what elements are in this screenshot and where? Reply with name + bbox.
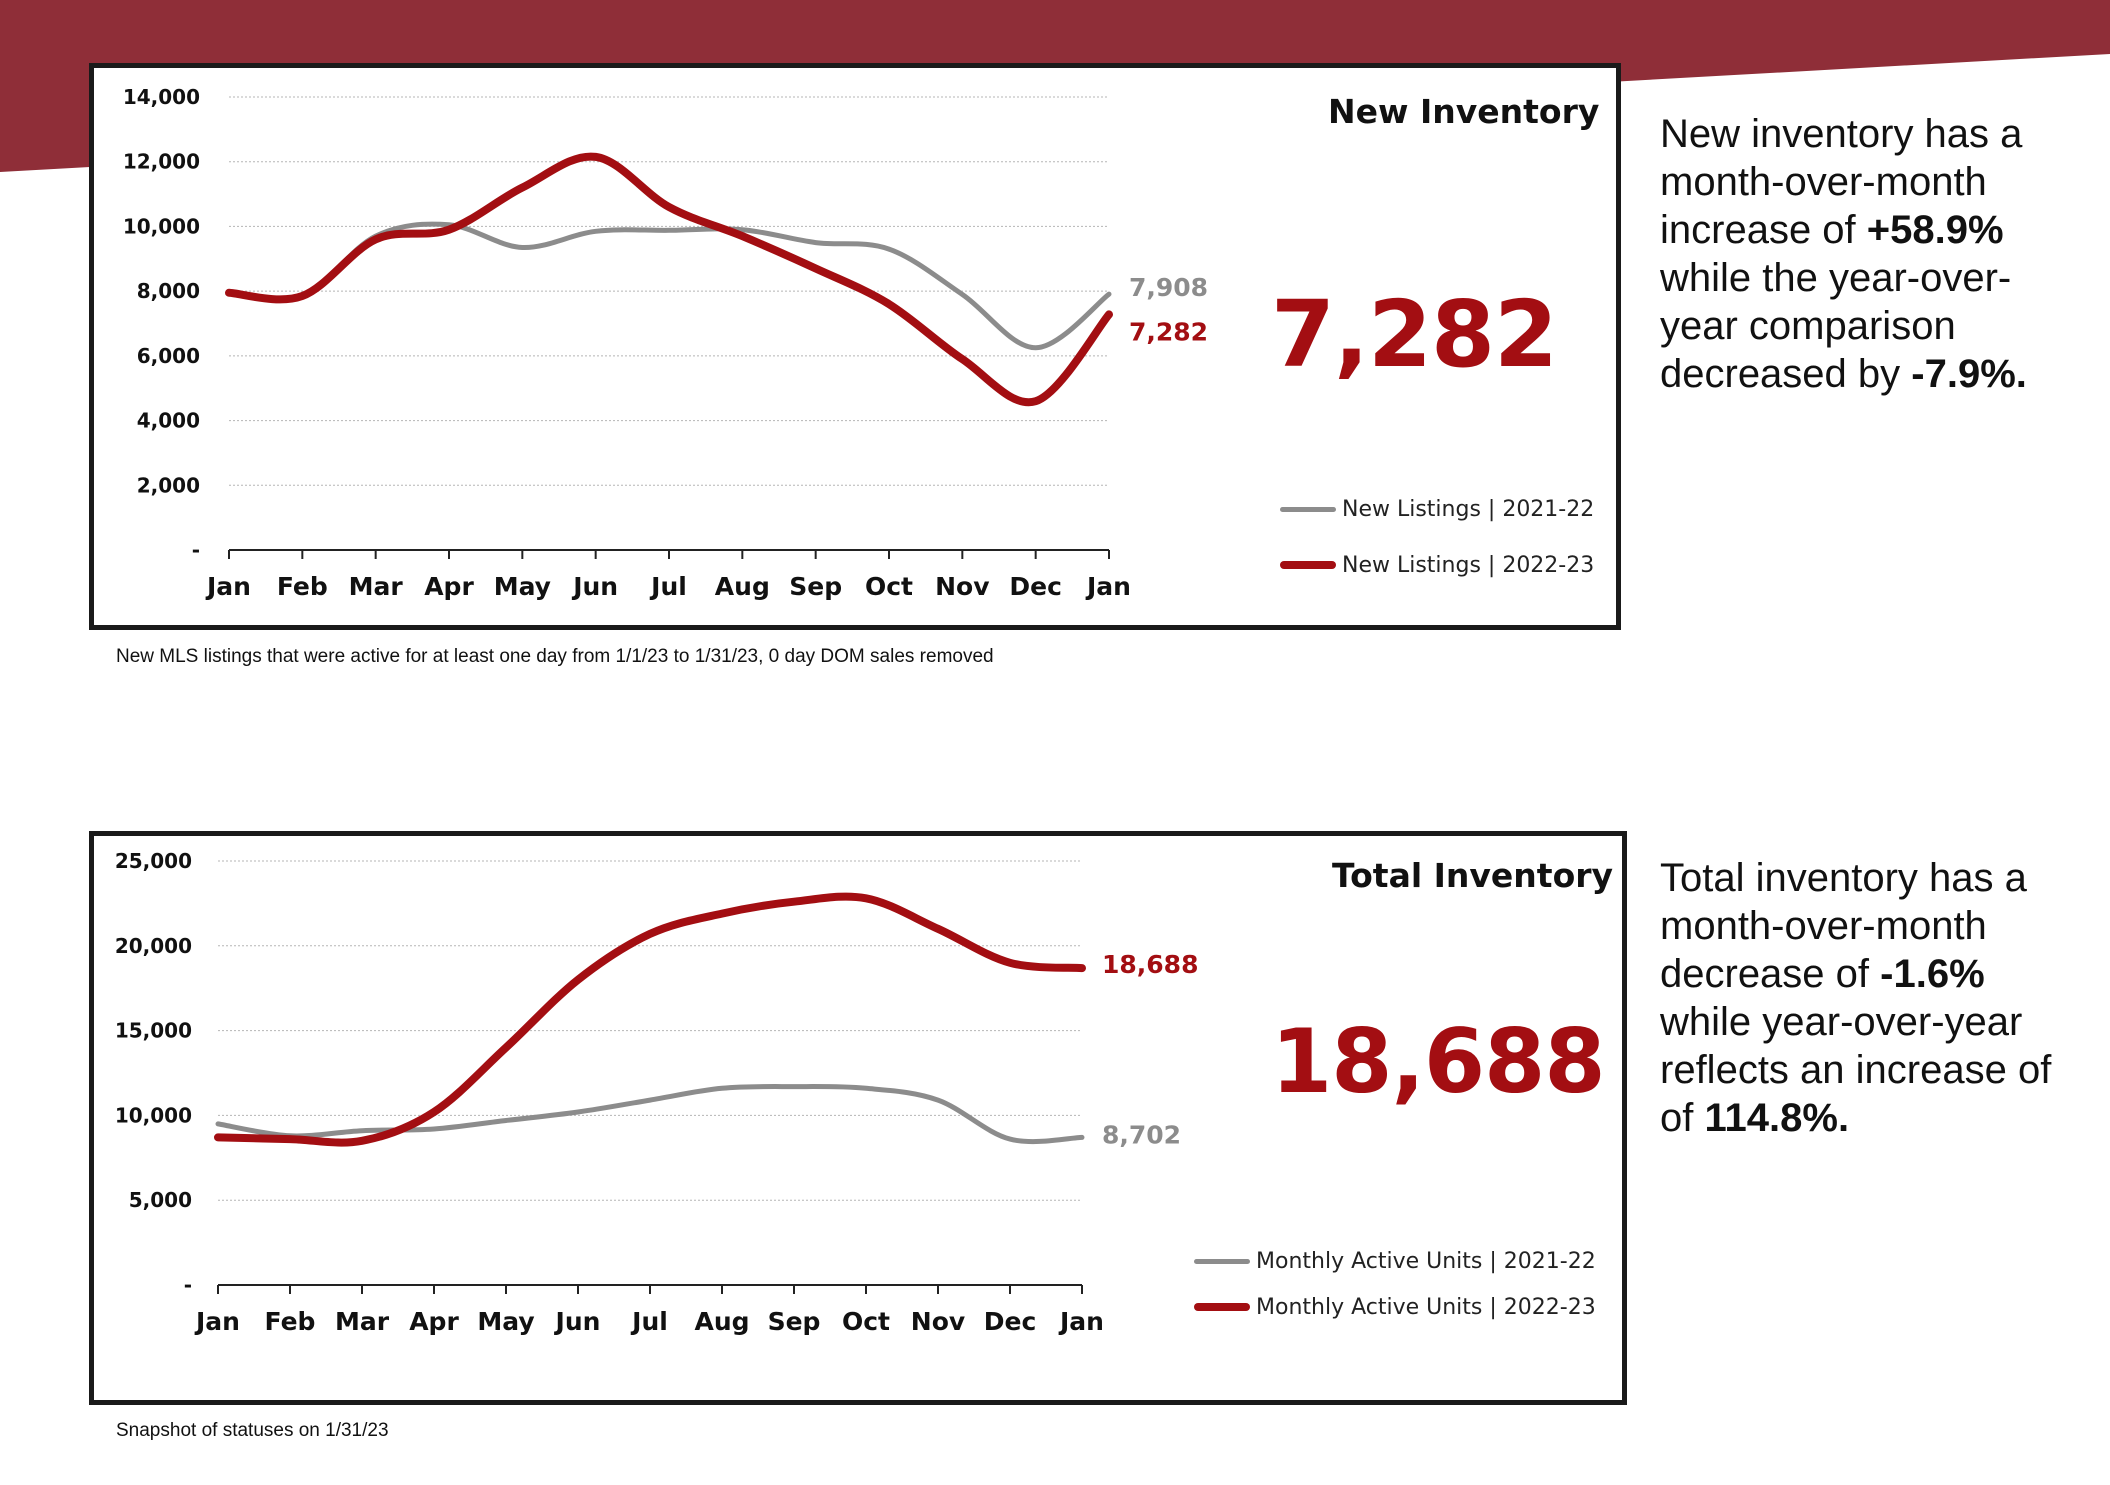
x-tick-label: Jul	[630, 1307, 668, 1336]
x-tick-label: Sep	[789, 572, 842, 601]
x-tick-label: Jan	[205, 572, 251, 601]
new-inventory-title: New Inventory	[1328, 92, 1600, 131]
y-tick-label: 10,000	[123, 214, 200, 238]
summary-mom-value: +58.9%	[1866, 208, 2004, 252]
x-tick-label: Feb	[277, 572, 328, 601]
summary-yoy-value: 114.8%.	[1704, 1096, 1850, 1140]
x-tick-label: Aug	[715, 572, 770, 601]
end-value-label: 18,688	[1102, 950, 1198, 979]
total-inventory-chart: - 5,000 10,000 15,000 20,000 25,000 Jan Feb Mar A…	[115, 849, 1199, 1336]
legend-label-prior: New Listings | 2021-22	[1342, 496, 1595, 522]
legend-swatch-prior	[1280, 506, 1336, 512]
series-line-prior	[215, 1084, 1085, 1145]
x-tick-label: Nov	[911, 1307, 965, 1336]
legend-swatch-current	[1194, 1303, 1250, 1311]
y-tick-label: 2,000	[137, 473, 200, 497]
y-tick-label: 15,000	[115, 1019, 192, 1043]
x-tick-label: Jun	[554, 1307, 601, 1336]
y-tick-label: 14,000	[123, 85, 200, 109]
total-inventory-big-number: 18,688	[1271, 1010, 1606, 1113]
x-tick-label: Mar	[335, 1307, 390, 1336]
summary-mom-value: -1.6%	[1880, 952, 1985, 996]
end-value-label: 7,908	[1129, 273, 1208, 302]
legend-item-prior: New Listings | 2021-22	[1280, 481, 1594, 537]
x-tick-label: Jan	[194, 1307, 240, 1336]
x-tick-label: Oct	[842, 1307, 890, 1336]
summary-yoy-value: -7.9%.	[1911, 352, 2027, 396]
x-tick-label: Apr	[409, 1307, 459, 1336]
legend-swatch-prior	[1194, 1258, 1250, 1264]
total-inventory-title: Total Inventory	[1332, 856, 1614, 895]
y-tick-label: 25,000	[115, 849, 192, 873]
x-tick-label: Aug	[694, 1307, 749, 1336]
x-tick-label: Feb	[265, 1307, 316, 1336]
legend-item-current: New Listings | 2022-23	[1280, 537, 1594, 593]
x-tick-label: May	[494, 572, 551, 601]
y-tick-label: 12,000	[123, 150, 200, 174]
new-inventory-summary: New inventory has a month-over-month inc…	[1660, 110, 2080, 398]
x-tick-label: Dec	[1009, 572, 1062, 601]
series-line-prior	[226, 221, 1112, 351]
summary-text-1: Total inventory has a month-over-month d…	[1660, 856, 2027, 996]
y-tick-label: -	[192, 538, 200, 562]
x-tick-label: Jan	[1058, 1307, 1104, 1336]
legend-swatch-current	[1280, 561, 1336, 569]
total-inventory-summary: Total inventory has a month-over-month d…	[1660, 854, 2080, 1142]
x-tick-label: Sep	[768, 1307, 821, 1336]
legend-item-current: Monthly Active Units | 2022-23	[1194, 1284, 1596, 1330]
legend-label-prior: Monthly Active Units | 2021-22	[1256, 1248, 1596, 1274]
summary-text-2: while year-over-year reflects an increas…	[1660, 1000, 2052, 1140]
x-tick-label: Dec	[984, 1307, 1037, 1336]
new-inventory-caption: New MLS listings that were active for at…	[116, 646, 994, 667]
x-tick-label: Oct	[865, 572, 913, 601]
x-tick-label: Apr	[424, 572, 474, 601]
total-inventory-panel: - 5,000 10,000 15,000 20,000 25,000 Jan Feb Mar A…	[89, 831, 1627, 1405]
x-tick-label: Jul	[649, 572, 687, 601]
series-line-current	[214, 892, 1086, 1147]
x-tick-label: Jan	[1085, 572, 1131, 601]
y-tick-label: 6,000	[137, 344, 200, 368]
new-inventory-panel: - 2,000 4,000 6,000 8,000 10,000 12,000 14,000 J…	[89, 63, 1621, 630]
y-tick-label: 8,000	[137, 279, 200, 303]
new-inventory-chart: - 2,000 4,000 6,000 8,000 10,000 12,000 14,000 J…	[123, 85, 1208, 601]
legend-label-current: Monthly Active Units | 2022-23	[1256, 1294, 1596, 1320]
summary-text-2: while the year-over-year comparison decr…	[1660, 256, 2012, 396]
total-inventory-caption: Snapshot of statuses on 1/31/23	[116, 1420, 389, 1441]
y-tick-label: 20,000	[115, 934, 192, 958]
x-tick-label: May	[477, 1307, 534, 1336]
x-tick-label: Jun	[571, 572, 618, 601]
y-tick-label: 4,000	[137, 409, 200, 433]
end-value-label: 8,702	[1102, 1120, 1181, 1149]
x-tick-label: Nov	[935, 572, 989, 601]
y-tick-label: 10,000	[115, 1103, 192, 1127]
series-line-current	[225, 152, 1113, 407]
new-inventory-big-number: 7,282	[1271, 281, 1558, 388]
y-tick-label: -	[184, 1273, 192, 1297]
total-inventory-legend: Monthly Active Units | 2021-22 Monthly A…	[1194, 1238, 1596, 1330]
legend-label-current: New Listings | 2022-23	[1342, 552, 1595, 578]
new-inventory-legend: New Listings | 2021-22 New Listings | 20…	[1280, 481, 1594, 593]
legend-item-prior: Monthly Active Units | 2021-22	[1194, 1238, 1596, 1284]
x-tick-label: Mar	[349, 572, 404, 601]
y-tick-label: 5,000	[129, 1188, 192, 1212]
end-value-label: 7,282	[1129, 317, 1208, 346]
summary-text-1: New inventory has a month-over-month inc…	[1660, 112, 2023, 252]
